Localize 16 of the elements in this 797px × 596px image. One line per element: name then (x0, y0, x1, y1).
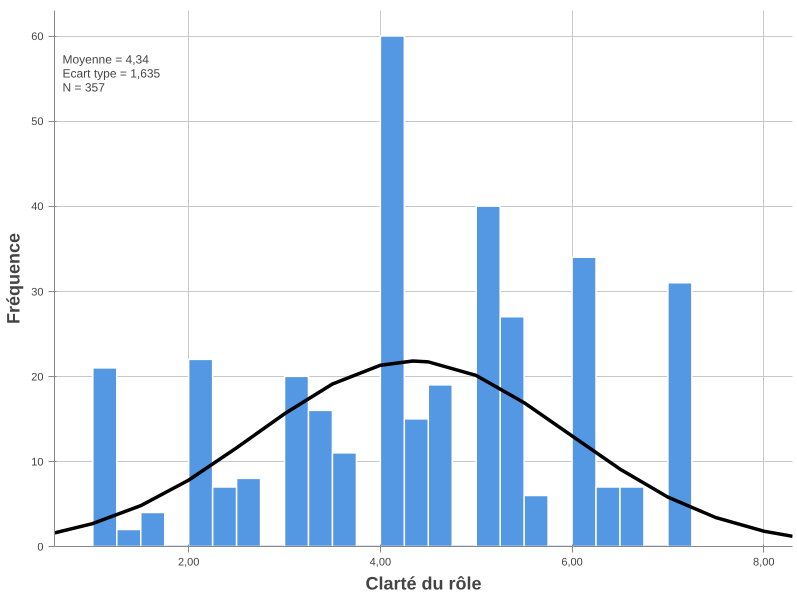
y-tick-label: 20 (31, 371, 44, 384)
y-axis-title: Fréquence (3, 232, 24, 324)
y-tick-label: 0 (37, 542, 44, 554)
x-tick-label: 4,00 (370, 556, 392, 568)
x-axis-title: Clarté du rôle (365, 574, 482, 594)
y-tick-label: 60 (31, 31, 44, 44)
x-tick-label: 8,00 (753, 556, 774, 568)
annotation: N = 357 (62, 80, 106, 94)
y-tick-label: 40 (31, 201, 44, 214)
y-tick-label: 10 (31, 456, 44, 468)
annotation: Ecart type = 1,635 (62, 66, 161, 80)
y-tick-label: 50 (31, 116, 44, 128)
x-tick-label: 2,00 (178, 556, 200, 568)
annotation: Moyenne = 4,34 (62, 52, 150, 66)
x-tick-label: 6,00 (561, 556, 583, 568)
y-tick-label: 30 (31, 286, 44, 298)
